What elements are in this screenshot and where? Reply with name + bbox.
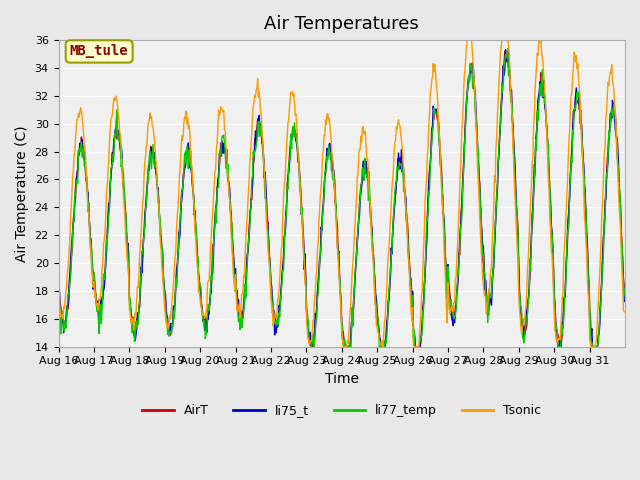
li77_temp — [54, 283, 62, 289]
li75_t — [433, 106, 440, 112]
Title: Air Temperatures: Air Temperatures — [264, 15, 419, 33]
Y-axis label: Air Temperature (C): Air Temperature (C) — [15, 125, 29, 262]
li77_temp — [225, 188, 233, 193]
li75_t — [275, 322, 282, 327]
li75_t — [502, 47, 509, 53]
li75_t — [401, 188, 408, 194]
li77_temp — [121, 209, 129, 215]
Line: Tsonic: Tsonic — [58, 40, 624, 347]
Tsonic — [433, 78, 440, 84]
li77_temp — [620, 292, 628, 298]
Line: li75_t: li75_t — [58, 50, 624, 347]
li77_temp — [433, 111, 440, 117]
AirT — [121, 204, 129, 210]
Text: MB_tule: MB_tule — [70, 45, 129, 59]
Tsonic — [339, 344, 347, 349]
AirT — [433, 108, 440, 114]
li77_temp — [253, 137, 260, 143]
Line: li77_temp: li77_temp — [58, 48, 624, 347]
li77_temp — [307, 344, 315, 349]
Tsonic — [54, 288, 62, 293]
Tsonic — [121, 214, 129, 220]
li77_temp — [275, 322, 282, 328]
li75_t — [307, 344, 315, 349]
Tsonic — [620, 309, 628, 315]
AirT — [275, 313, 282, 319]
AirT — [504, 48, 511, 54]
Line: AirT: AirT — [58, 51, 624, 347]
Tsonic — [225, 188, 233, 194]
li75_t — [620, 299, 628, 304]
Tsonic — [463, 37, 471, 43]
li75_t — [54, 289, 62, 295]
AirT — [401, 185, 408, 191]
X-axis label: Time: Time — [324, 372, 359, 386]
Tsonic — [253, 85, 260, 91]
AirT — [620, 285, 628, 290]
li75_t — [253, 134, 260, 140]
Tsonic — [401, 185, 408, 191]
li75_t — [225, 180, 233, 186]
AirT — [225, 184, 233, 190]
li77_temp — [504, 46, 511, 51]
AirT — [308, 344, 316, 349]
AirT — [253, 124, 260, 130]
Legend: AirT, li75_t, li77_temp, Tsonic: AirT, li75_t, li77_temp, Tsonic — [137, 399, 547, 422]
Tsonic — [275, 294, 282, 300]
li77_temp — [401, 182, 408, 188]
AirT — [54, 284, 62, 289]
li75_t — [121, 205, 129, 211]
